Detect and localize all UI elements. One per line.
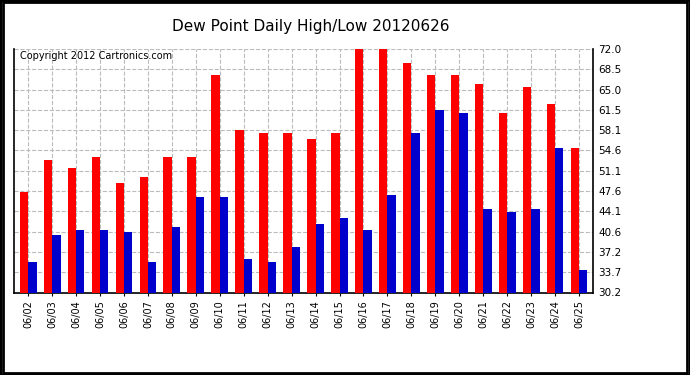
Bar <box>387 195 396 375</box>
Bar <box>92 157 100 375</box>
Bar <box>364 230 372 375</box>
Bar <box>68 168 76 375</box>
Bar <box>411 133 420 375</box>
Bar <box>283 133 292 375</box>
Bar <box>259 133 268 375</box>
Bar <box>507 212 515 375</box>
Text: Copyright 2012 Cartronics.com: Copyright 2012 Cartronics.com <box>19 51 172 61</box>
Bar <box>292 247 300 375</box>
Bar <box>235 130 244 375</box>
Bar <box>531 209 540 375</box>
Bar <box>355 49 364 375</box>
Bar <box>164 157 172 375</box>
Bar <box>379 49 387 375</box>
Bar <box>499 113 507 375</box>
Bar <box>546 104 555 375</box>
Bar <box>331 133 339 375</box>
Bar <box>43 159 52 375</box>
Bar <box>244 259 252 375</box>
Bar <box>339 218 348 375</box>
Bar <box>172 226 180 375</box>
Bar <box>579 270 587 375</box>
Bar <box>148 262 157 375</box>
Bar <box>28 262 37 375</box>
Bar <box>460 113 468 375</box>
Bar <box>116 183 124 375</box>
Bar <box>435 110 444 375</box>
Bar <box>483 209 491 375</box>
Bar <box>76 230 84 375</box>
Bar <box>52 236 61 375</box>
Bar <box>427 75 435 375</box>
Bar <box>211 75 220 375</box>
Bar <box>555 148 564 375</box>
Bar <box>403 63 411 375</box>
Bar <box>571 148 579 375</box>
Bar <box>188 157 196 375</box>
Bar <box>523 87 531 375</box>
Bar <box>20 192 28 375</box>
Bar <box>307 139 315 375</box>
Bar <box>268 262 276 375</box>
Bar <box>475 84 483 375</box>
Bar <box>100 230 108 375</box>
Bar <box>139 177 148 375</box>
Bar <box>220 198 228 375</box>
Text: Dew Point Daily High/Low 20120626: Dew Point Daily High/Low 20120626 <box>172 19 449 34</box>
Bar <box>451 75 460 375</box>
Bar <box>315 224 324 375</box>
Bar <box>196 198 204 375</box>
Bar <box>124 232 132 375</box>
